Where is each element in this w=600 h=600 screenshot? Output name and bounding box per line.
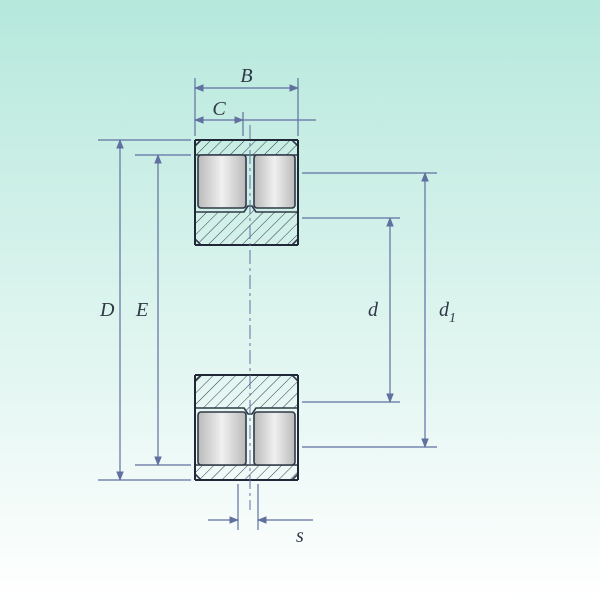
label-d: d xyxy=(368,299,379,321)
label-s: s xyxy=(296,525,304,547)
roller-bottom-left xyxy=(198,412,246,465)
outer-ring-top xyxy=(195,140,298,155)
roller-bottom-right xyxy=(254,412,295,465)
bearing-cross-section-diagram: BCDEdd1s xyxy=(0,0,600,600)
roller-top-right xyxy=(254,155,295,208)
inner-ring-top xyxy=(195,206,298,245)
label-D: D xyxy=(99,299,115,321)
outer-ring-bottom xyxy=(195,465,298,480)
label-C: C xyxy=(212,98,226,120)
inner-ring-bottom xyxy=(195,375,298,414)
roller-top-left xyxy=(198,155,246,208)
background xyxy=(0,0,600,600)
label-B: B xyxy=(240,65,252,87)
label-E: E xyxy=(135,299,148,321)
